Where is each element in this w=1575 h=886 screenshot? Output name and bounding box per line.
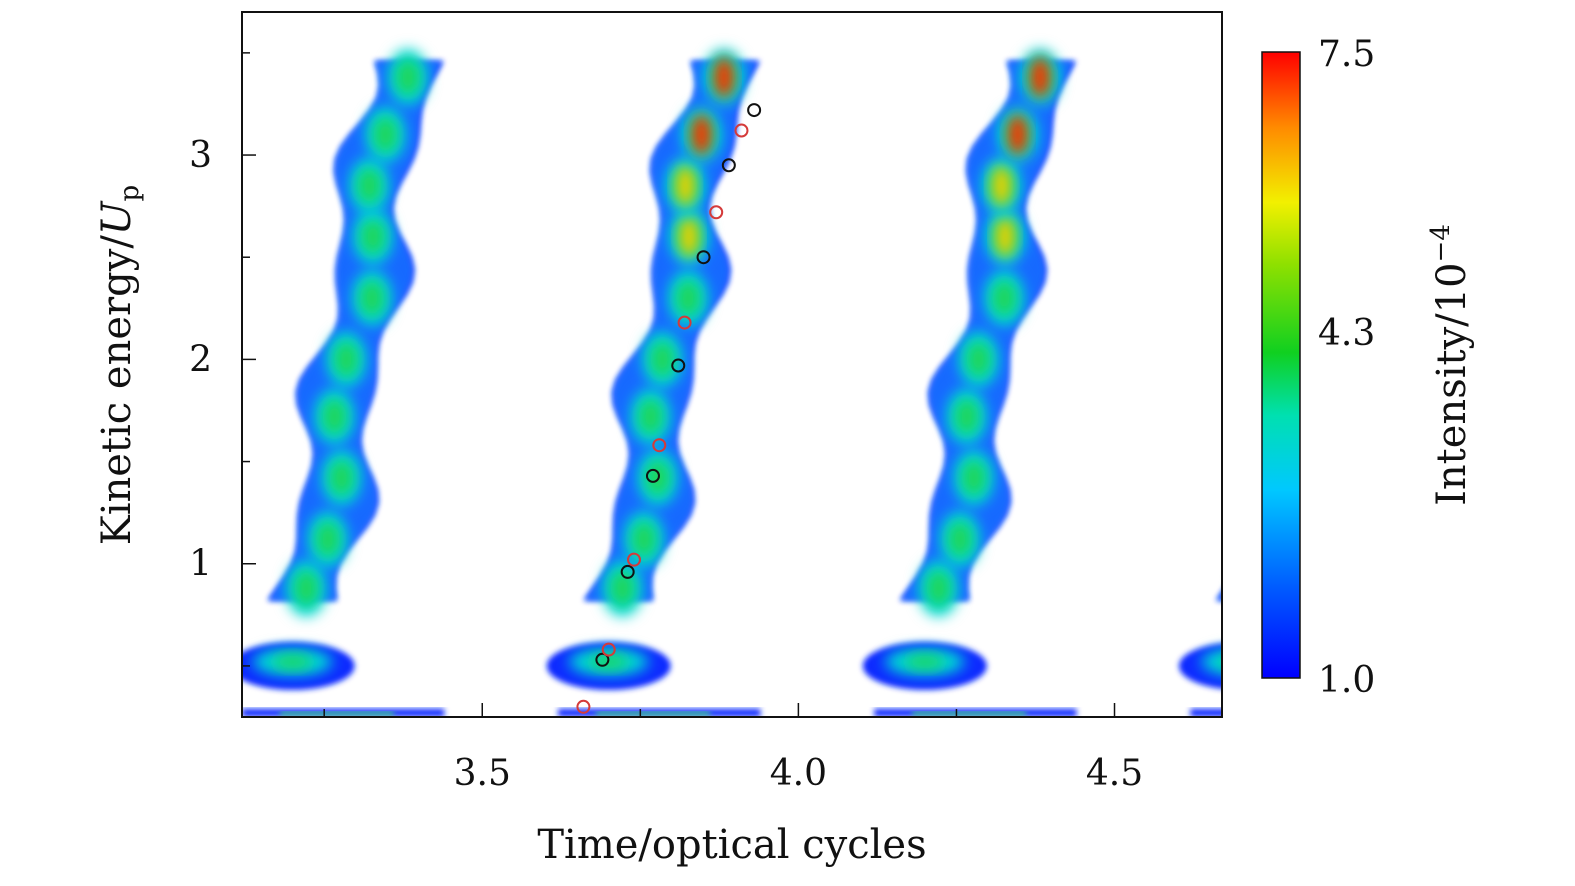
ridge-blob-core [676,280,701,317]
low-energy-lobe-center [272,654,313,669]
ridge-blob [1301,209,1341,265]
black-circle-marker [645,468,660,483]
intensity-band [862,49,1077,717]
ridge-blob [1298,158,1338,214]
ridge-blob-core [315,521,340,558]
ridge-blob-core [329,459,354,496]
ridge-blob-core [992,280,1017,317]
y-axis-title-text: Kinetic energy/ [94,235,140,546]
bottom-strip-core [279,711,394,716]
low-energy-lobe-core [1200,649,1222,675]
colorbar-mid-label: 4.3 [1318,313,1375,354]
black-circle-marker [671,358,686,373]
y-tick-labels: 1 2 3 [189,135,212,585]
ridge-blob-core [1309,219,1333,255]
black-circle-marker [620,564,635,579]
ridge-hot [714,57,733,98]
ridge-blob-core [360,218,385,255]
red-circle-marker [601,642,616,657]
black-circle-marker [595,652,610,667]
black-circle-marker [721,158,736,173]
ridge-blob-core [961,459,986,496]
plot-area [241,11,1354,718]
colorbar: 7.5 4.3 1.0 Intensity/10−4 [1261,34,1475,701]
ridge-blob-core [631,521,656,558]
y-axis-title: Kinetic energy/Up [94,185,145,545]
bottom-strip [1190,708,1222,717]
ridge-blob-core [954,398,979,435]
ridge-blob-core [373,116,398,153]
y-tick-label: 3 [189,135,212,176]
ridge-inner [900,61,1075,601]
ridge-blob-core [359,280,384,317]
ridge-blob [1314,107,1354,163]
ridge-inner [1216,592,1222,601]
low-energy-lobe-center [1220,659,1222,665]
colorbar-max-label: 7.5 [1318,34,1375,75]
y-axis-title-subscript: p [115,185,145,202]
colorbar-gradient [1261,51,1301,679]
ridge-hot [692,114,711,155]
ridge-hot [1031,57,1050,98]
ridge-blob-core [610,570,635,607]
ridge-blob-core [1306,168,1330,204]
y-tick-label: 2 [189,339,212,380]
bottom-strip-core [596,711,710,716]
ridge-blob-core [948,521,973,558]
y-axis-title-symbol: U [94,200,140,235]
ridge-inner [268,61,442,601]
marker-layer [576,103,762,714]
low-energy-lobe-center [904,654,945,669]
ridge-hot [992,165,1011,206]
x-tick-labels: 3.5 4.0 4.5 [454,753,1144,794]
x-tick-label: 3.5 [454,753,511,794]
ridge-blob-core [926,570,951,607]
black-circle-marker [696,250,711,265]
ridge-blob-core [1308,280,1332,316]
black-circle-marker [747,103,762,118]
ridge-blob-core [294,570,319,607]
intensity-band [546,49,761,717]
ridge-hot [676,165,695,206]
ridge-hot [679,216,698,257]
bottom-strip-core [1228,712,1342,716]
x-tick-label: 4.0 [770,753,827,794]
ridge-blob-core [638,398,663,435]
ridge-blob-core [1322,117,1346,153]
ridge-blob-core [334,341,359,378]
intensity-band [242,49,445,717]
ridge-inner [584,61,758,601]
x-axis-title: Time/optical cycles [537,822,926,868]
colorbar-title: Intensity/10−4 [1426,224,1475,506]
bottom-strip-core [912,711,1026,716]
ridge-blob-core [650,341,675,378]
ridge-blob-core [966,341,991,378]
red-circle-marker [734,123,749,138]
axis-ticks [242,52,1116,717]
ridge-blob-core [322,398,347,435]
red-circle-marker [677,315,692,330]
red-circle-marker [709,205,724,220]
red-circle-marker [576,699,591,714]
y-tick-label: 1 [189,544,212,585]
x-tick-label: 4.5 [1086,753,1143,794]
ridge-blob-core [357,167,382,204]
colorbar-title-exponent: −4 [1426,224,1456,262]
colorbar-min-label: 1.0 [1318,660,1375,701]
ridge-hot [996,216,1015,257]
ridge-hot [1008,114,1027,155]
red-circle-marker [652,438,667,453]
contour-layer [242,49,1354,717]
ridge-blob-core [395,59,420,96]
intensity-band [1178,107,1354,717]
red-circle-marker [627,552,641,567]
colorbar-title-text: Intensity/10 [1429,262,1475,505]
